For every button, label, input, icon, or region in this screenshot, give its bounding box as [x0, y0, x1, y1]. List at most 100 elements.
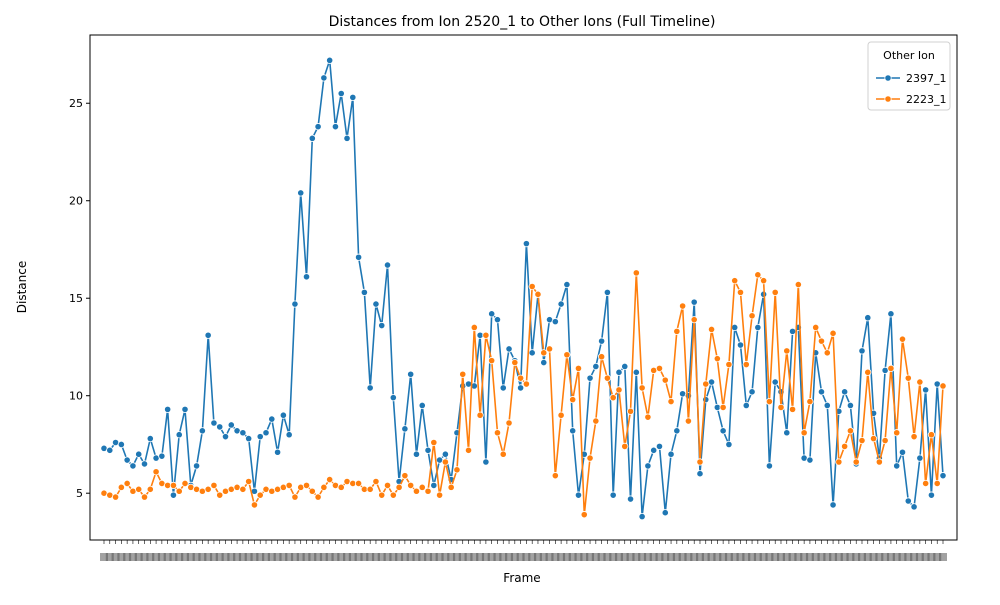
x-tick-glyph — [892, 553, 901, 561]
data-point-2223_1 — [655, 364, 664, 373]
data-point-2223_1 — [383, 481, 392, 490]
x-tick-glyph — [748, 553, 757, 561]
data-point-2397_1 — [198, 427, 206, 435]
data-point-2223_1 — [707, 325, 716, 334]
data-point-2397_1 — [245, 435, 253, 443]
data-point-2397_1 — [227, 421, 235, 429]
x-tick-glyph — [684, 553, 693, 561]
data-point-2397_1 — [574, 491, 583, 499]
data-point-2223_1 — [667, 397, 675, 406]
data-point-2397_1 — [939, 472, 947, 480]
data-point-2223_1 — [326, 475, 334, 484]
x-tick-glyph — [921, 553, 930, 561]
x-tick-glyph — [250, 553, 259, 561]
data-point-2397_1 — [146, 435, 154, 443]
data-point-2223_1 — [598, 353, 606, 361]
x-tick-glyph — [649, 553, 658, 561]
x-tick-glyph — [435, 553, 444, 561]
x-tick-glyph — [354, 553, 363, 561]
x-tick-glyph — [811, 553, 820, 561]
x-tick-glyph — [788, 553, 797, 561]
data-point-2397_1 — [239, 429, 247, 437]
data-point-2397_1 — [754, 323, 762, 332]
data-point-2223_1 — [812, 323, 820, 332]
data-point-2223_1 — [563, 351, 571, 359]
data-point-2397_1 — [407, 370, 415, 378]
data-point-2397_1 — [221, 433, 230, 441]
data-point-2223_1 — [152, 468, 160, 476]
data-point-2397_1 — [904, 497, 912, 505]
x-tick-glyph — [146, 553, 155, 561]
data-point-2223_1 — [140, 493, 149, 501]
data-point-2223_1 — [927, 431, 936, 439]
legend-frame — [867, 41, 951, 111]
data-point-2397_1 — [256, 433, 264, 441]
data-point-2223_1 — [540, 349, 548, 357]
data-point-2223_1 — [424, 487, 432, 495]
data-point-2223_1 — [817, 337, 826, 345]
data-point-2397_1 — [661, 509, 669, 517]
x-tick-glyph — [910, 553, 919, 561]
x-tick-glyph — [279, 553, 288, 561]
x-tick-glyph — [609, 553, 618, 561]
legend-swatch-marker — [884, 95, 892, 103]
data-point-2223_1 — [673, 327, 681, 335]
data-point-2397_1 — [349, 93, 357, 101]
data-point-2397_1 — [621, 362, 629, 371]
x-tick-glyph — [805, 553, 814, 561]
data-point-2397_1 — [493, 316, 502, 324]
x-tick-glyph — [690, 553, 699, 561]
x-tick-glyph — [343, 553, 352, 561]
x-tick-glyph — [395, 553, 404, 561]
x-tick-glyph — [476, 553, 485, 561]
x-tick-glyph — [724, 553, 733, 561]
x-tick-glyph — [105, 553, 114, 561]
data-point-2223_1 — [534, 290, 542, 298]
data-point-2397_1 — [563, 280, 571, 289]
data-point-2397_1 — [262, 429, 270, 437]
x-tick-glyph — [424, 553, 433, 561]
data-point-2397_1 — [164, 405, 172, 413]
data-point-2397_1 — [817, 388, 826, 396]
data-point-2397_1 — [337, 89, 345, 98]
data-point-2223_1 — [841, 442, 849, 451]
x-tick-glyph — [562, 553, 571, 561]
data-point-2223_1 — [864, 368, 872, 376]
data-point-2397_1 — [667, 450, 675, 458]
x-tick-glyph — [302, 553, 311, 561]
data-point-2223_1 — [146, 485, 154, 493]
data-point-2223_1 — [736, 288, 745, 296]
x-tick-glyph — [233, 553, 242, 561]
data-point-2397_1 — [372, 300, 380, 308]
data-point-2397_1 — [725, 440, 733, 449]
x-tick-glyph — [290, 553, 299, 561]
data-point-2397_1 — [829, 501, 837, 509]
data-point-2223_1 — [210, 481, 218, 490]
data-point-2223_1 — [545, 345, 554, 353]
data-point-2223_1 — [869, 435, 878, 443]
data-point-2397_1 — [858, 347, 866, 355]
x-tick-glyph — [186, 553, 195, 561]
x-tick-glyph — [707, 553, 716, 561]
x-tick-glyph — [782, 553, 791, 561]
x-tick-glyph — [840, 553, 849, 561]
x-tick-glyph — [904, 553, 913, 561]
data-point-2397_1 — [719, 427, 727, 435]
legend-swatch-marker — [884, 74, 892, 82]
x-tick-glyph — [771, 553, 780, 561]
data-point-2397_1 — [308, 134, 316, 142]
data-point-2223_1 — [621, 442, 629, 451]
plot-area — [89, 34, 958, 541]
data-point-2223_1 — [204, 485, 212, 493]
x-tick-glyph — [939, 553, 947, 561]
data-point-2397_1 — [922, 386, 930, 394]
data-point-2397_1 — [551, 318, 559, 326]
data-point-2397_1 — [482, 458, 490, 466]
data-point-2223_1 — [412, 487, 421, 495]
x-tick-glyph — [325, 553, 334, 561]
data-point-2223_1 — [586, 454, 594, 462]
data-point-2397_1 — [742, 401, 750, 410]
data-point-2223_1 — [679, 302, 687, 310]
data-point-2223_1 — [887, 364, 895, 373]
x-tick-glyph — [597, 553, 606, 561]
